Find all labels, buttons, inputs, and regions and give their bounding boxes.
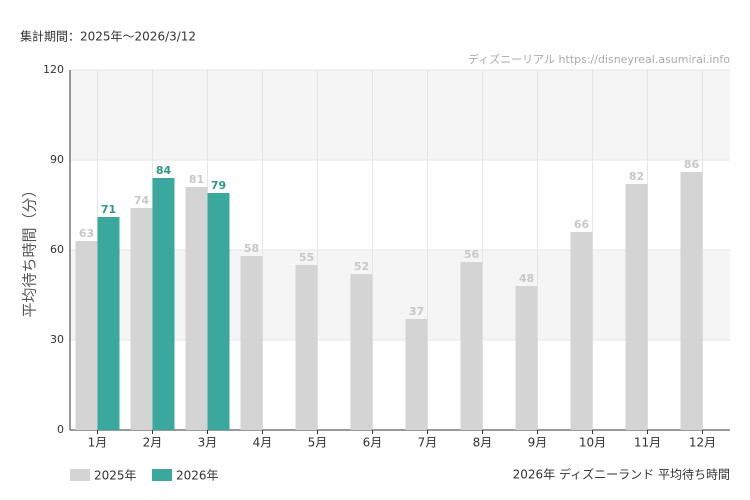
legend-swatch bbox=[70, 469, 90, 481]
bar bbox=[97, 217, 120, 430]
value-label: 82 bbox=[629, 170, 644, 183]
value-label: 56 bbox=[464, 248, 480, 261]
watermark: ディズニーリアル https://disneyreal.asumirai.inf… bbox=[468, 52, 730, 66]
value-label: 74 bbox=[134, 194, 150, 207]
value-label: 37 bbox=[409, 305, 424, 318]
value-label: 63 bbox=[79, 227, 94, 240]
x-tick-label: 4月 bbox=[253, 436, 273, 450]
value-label: 58 bbox=[244, 242, 259, 255]
bar bbox=[295, 265, 318, 430]
value-label: 81 bbox=[189, 173, 204, 186]
value-label: 79 bbox=[211, 179, 226, 192]
value-label: 52 bbox=[354, 260, 369, 273]
y-tick-label: 120 bbox=[43, 63, 64, 76]
y-tick-label: 90 bbox=[50, 153, 64, 166]
x-tick-label: 1月 bbox=[88, 436, 108, 450]
bar bbox=[152, 178, 175, 430]
bar bbox=[680, 172, 703, 430]
x-tick-label: 9月 bbox=[528, 436, 548, 450]
x-tick-label: 10月 bbox=[579, 436, 606, 450]
y-tick-label: 60 bbox=[50, 243, 64, 256]
x-tick-label: 2月 bbox=[143, 436, 163, 450]
legend-label: 2025年 bbox=[94, 469, 137, 483]
legend-label: 2026年 bbox=[176, 469, 219, 483]
x-tick-label: 7月 bbox=[418, 436, 438, 450]
bar bbox=[515, 286, 538, 430]
period: 集計期間：2025年～2026/3/12 bbox=[20, 29, 196, 44]
value-label: 84 bbox=[156, 164, 172, 177]
x-tick-label: 6月 bbox=[363, 436, 383, 450]
bar bbox=[185, 187, 208, 430]
x-tick-label: 12月 bbox=[689, 436, 716, 450]
plot-band bbox=[70, 250, 730, 340]
bar bbox=[460, 262, 483, 430]
y-tick-label: 30 bbox=[50, 333, 64, 346]
value-label: 86 bbox=[684, 158, 700, 171]
x-tick-label: 11月 bbox=[634, 436, 661, 450]
bar bbox=[130, 208, 153, 430]
bar bbox=[405, 319, 428, 430]
bar bbox=[350, 274, 373, 430]
legend-swatch bbox=[152, 469, 172, 481]
x-tick-label: 8月 bbox=[473, 436, 493, 450]
bar bbox=[240, 256, 263, 430]
x-tick-label: 5月 bbox=[308, 436, 328, 450]
y-tick-label: 0 bbox=[57, 423, 64, 436]
value-label: 71 bbox=[101, 203, 116, 216]
y-axis-title: 平均待ち時間（分） bbox=[21, 182, 39, 317]
bar bbox=[625, 184, 648, 430]
bar bbox=[75, 241, 98, 430]
value-label: 48 bbox=[519, 272, 534, 285]
bar bbox=[570, 232, 593, 430]
plot-band bbox=[70, 70, 730, 160]
x-tick-label: 3月 bbox=[198, 436, 218, 450]
value-label: 66 bbox=[574, 218, 590, 231]
caption: 2026年 ディズニーランド 平均待ち時間 bbox=[513, 467, 730, 482]
bar bbox=[207, 193, 230, 430]
value-label: 55 bbox=[299, 251, 314, 264]
